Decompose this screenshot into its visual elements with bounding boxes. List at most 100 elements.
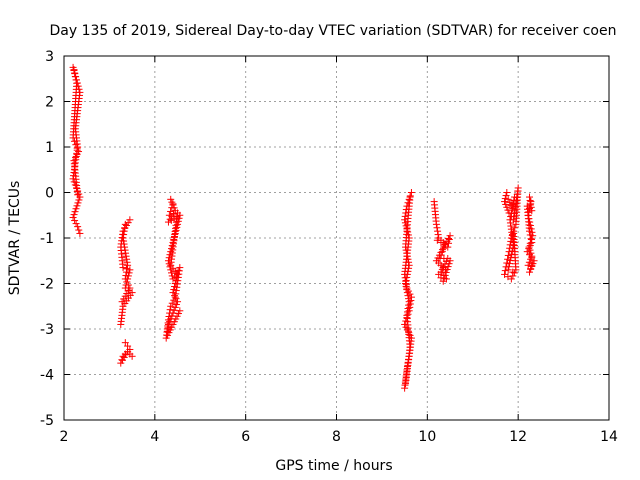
data-point: [123, 265, 131, 273]
data-point: [122, 252, 130, 260]
data-point: [525, 258, 533, 266]
data-point: [433, 236, 441, 244]
data-point: [71, 217, 79, 225]
data-point: [501, 198, 509, 206]
data-point: [75, 226, 83, 234]
data-point: [167, 216, 175, 224]
x-tick-label: 6: [241, 429, 250, 445]
data-point: [404, 255, 412, 263]
data-point: [506, 198, 514, 206]
data-point: [120, 227, 128, 235]
x-tick-labels: 2 4 6 8 10 12 14: [60, 429, 618, 445]
x-tick-label: 4: [150, 429, 159, 445]
data-point: [502, 200, 510, 208]
data-point: [526, 193, 534, 201]
data-point: [71, 208, 79, 216]
data-point: [171, 292, 179, 300]
data-point: [128, 352, 136, 360]
data-point: [171, 283, 179, 291]
data-point: [172, 276, 180, 284]
data-point: [166, 263, 174, 271]
data-point: [407, 293, 415, 301]
data-point: [121, 246, 129, 254]
data-point: [526, 268, 534, 276]
chart-title: Day 135 of 2019, Sidereal Day-to-day VTE…: [50, 23, 617, 39]
data-point: [525, 215, 533, 223]
data-point: [117, 359, 125, 367]
data-point: [403, 273, 411, 281]
data-point: [405, 301, 413, 309]
x-tick-label: 14: [600, 429, 618, 445]
x-tick-label: 12: [509, 429, 527, 445]
data-point: [526, 221, 534, 229]
data-point: [174, 270, 182, 278]
data-point: [120, 353, 128, 361]
data-point: [170, 286, 178, 294]
data-point: [527, 236, 535, 244]
data-point: [119, 264, 127, 272]
data-point: [72, 154, 80, 162]
x-axis-label: GPS time / hours: [275, 458, 392, 474]
data-point: [509, 200, 517, 208]
data-point: [176, 307, 184, 315]
data-point: [404, 267, 412, 275]
data-point: [119, 352, 127, 360]
data-point: [167, 315, 175, 323]
data-point: [441, 241, 449, 249]
data-point: [405, 261, 413, 269]
data-point: [122, 351, 130, 359]
data-point: [524, 261, 532, 269]
data-point: [525, 243, 533, 251]
data-point: [506, 260, 514, 268]
data-point: [121, 224, 129, 232]
data-point: [434, 227, 442, 235]
data-point: [170, 306, 178, 314]
data-point: [73, 202, 81, 210]
data-point: [527, 255, 535, 263]
data-point: [403, 252, 411, 260]
data-point: [120, 231, 128, 239]
data-point: [530, 257, 538, 265]
data-point: [121, 220, 129, 228]
data-point: [433, 224, 441, 232]
data-point: [405, 258, 413, 266]
y-tick-label: 2: [45, 95, 54, 111]
data-point: [403, 308, 411, 316]
data-point: [118, 356, 126, 364]
data-point: [527, 198, 535, 206]
data-point: [529, 260, 537, 268]
y-tick-label: -2: [40, 277, 54, 293]
data-point: [166, 318, 174, 326]
y-tick-label: -5: [40, 413, 54, 429]
data-point: [526, 201, 534, 209]
data-point: [174, 298, 182, 306]
data-point: [402, 283, 410, 291]
data-point: [402, 246, 410, 254]
data-point: [401, 216, 409, 224]
y-tick-label: 0: [45, 186, 54, 202]
data-point: [501, 195, 509, 203]
data-point: [437, 239, 445, 247]
data-point: [166, 306, 174, 314]
data-point: [75, 148, 83, 156]
y-tick-label: -3: [40, 322, 54, 338]
data-point: [74, 199, 82, 207]
data-point: [169, 289, 177, 297]
data-point: [166, 215, 174, 223]
data-point: [524, 211, 532, 219]
y-tick-label: 1: [45, 140, 54, 156]
data-point: [169, 309, 177, 317]
data-point: [405, 295, 413, 303]
data-point: [509, 203, 517, 211]
data-point: [71, 69, 79, 77]
data-point: [122, 268, 130, 276]
data-point: [120, 237, 128, 245]
data-point: [117, 320, 125, 328]
data-point: [123, 255, 131, 263]
data-point: [172, 295, 180, 303]
data-point: [176, 264, 184, 272]
data-point: [69, 214, 77, 222]
data-point: [401, 384, 409, 392]
data-point: [171, 293, 179, 301]
